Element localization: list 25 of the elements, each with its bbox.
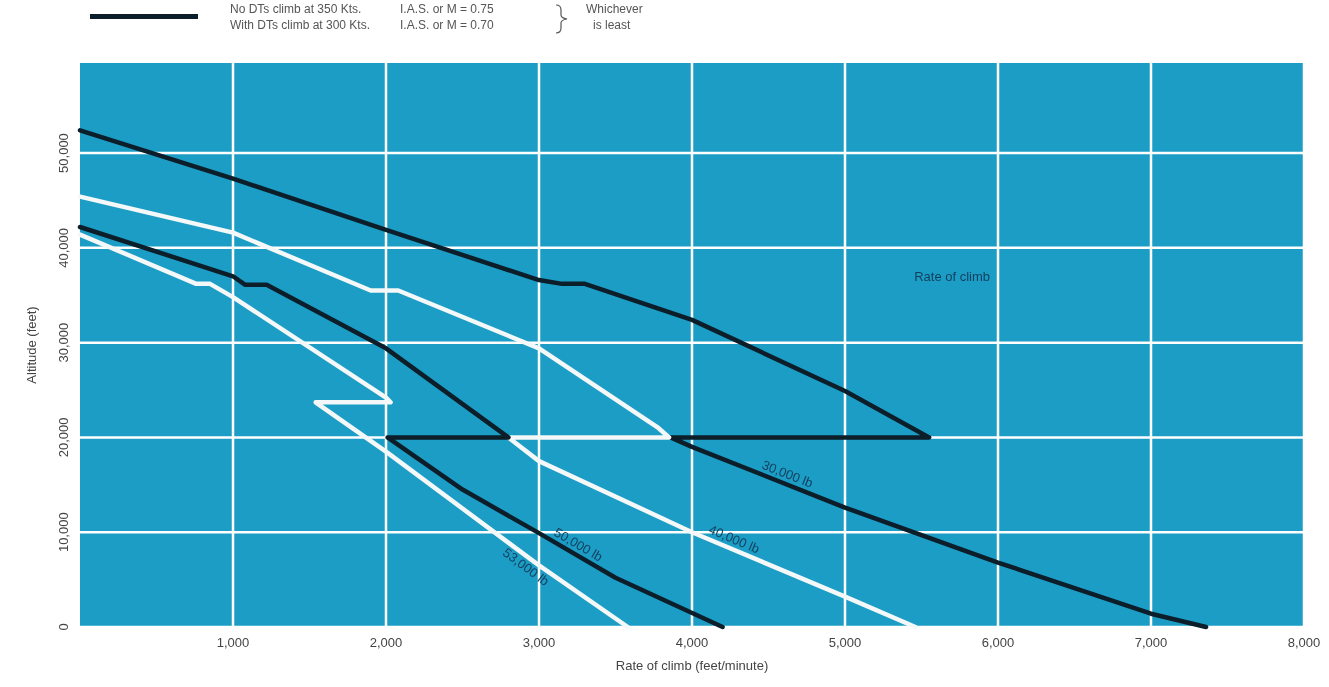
text: With DTs climb at 300 Kts. (230, 18, 371, 32)
text: No DTs climb at 350 Kts. (230, 2, 362, 16)
x-tick-label: 3,000 (522, 635, 556, 650)
text: I.A.S. or M = 0.75 (400, 2, 495, 16)
y-tick-label: 10,000 (56, 512, 71, 553)
line-series (77, 128, 1209, 630)
x-tick-label: 2,000 (369, 635, 403, 650)
y-tick-label: 20,000 (56, 417, 71, 458)
x-axis-title: Rate of climb (feet/minute) (615, 658, 769, 673)
text: Whichever is least (586, 2, 643, 32)
text: I.A.S. or M = 0.70 (400, 18, 495, 32)
annotation: Rate of climb (914, 269, 991, 284)
y-axis-title: Altitude (feet) (24, 306, 39, 384)
x-tick-label: 5,000 (828, 635, 862, 650)
text: 30,000 lb (759, 457, 816, 491)
text: 40,000 lb (706, 521, 762, 557)
y-tick-label: 40,000 (56, 227, 71, 268)
x-tick-label: 6,000 (981, 635, 1015, 650)
x-tick-label: 4,000 (675, 635, 709, 650)
x-tick-label: 1,000 (216, 635, 250, 650)
y-tick-label: 0 (56, 623, 71, 631)
x-tick-label: 8,000 (1287, 635, 1321, 650)
y-tick-label: 30,000 (56, 322, 71, 363)
x-tick-label: 7,000 (1134, 635, 1168, 650)
y-tick-label: 50,000 (56, 133, 71, 173)
